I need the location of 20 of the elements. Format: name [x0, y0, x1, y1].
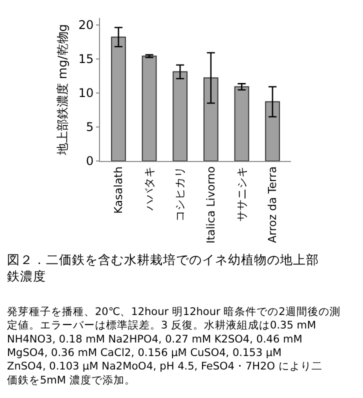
y-tick-label: 20	[78, 18, 94, 32]
x-tick-label: Arroz da Terra	[266, 166, 280, 243]
text: 発芽種子を播種、20℃、12hour 明12hour 暗条件での2週間後の測定値。エラーバーは標準誤差。3 反復。水耕液組成は0.35 mM NH4NO3, 0.18 mM Na2HPO4, 0.27 mM K2SO4, 0.46 mM MgSO4, 0.36 mM CaCl2, 0.156 μM CuSO4, 0.153 μM ZnSO4, 0.103 μM Na2MoO4, pH 4.5, FeSO4・7H2O により二価鉄を5mM 濃度で添加。	[7, 305, 340, 386]
y-axis-title: 地上部鉄濃度 mg/乾物g	[56, 24, 70, 156]
x-tick-label: コシヒカリ	[174, 166, 187, 222]
bar	[203, 77, 218, 161]
x-tick-label: ササニシキ	[235, 166, 248, 222]
x-tick-label: Italica Livorno	[204, 166, 218, 244]
bar	[234, 86, 250, 161]
y-tick-label: 0	[86, 154, 94, 168]
x-tick-label: ハバタキ	[142, 166, 156, 212]
y-tick-label: 15	[78, 52, 94, 66]
x-tick-label: Kasalath	[112, 166, 126, 214]
text: 図２．二価鉄を含む水耕栽培でのイネ幼植物の地上部鉄濃度	[7, 252, 319, 284]
bar	[265, 101, 280, 161]
bar	[111, 36, 126, 161]
y-tick-label: 10	[78, 86, 94, 100]
bar	[142, 56, 157, 161]
bar	[172, 71, 188, 161]
y-tick-label: 5	[86, 120, 94, 134]
